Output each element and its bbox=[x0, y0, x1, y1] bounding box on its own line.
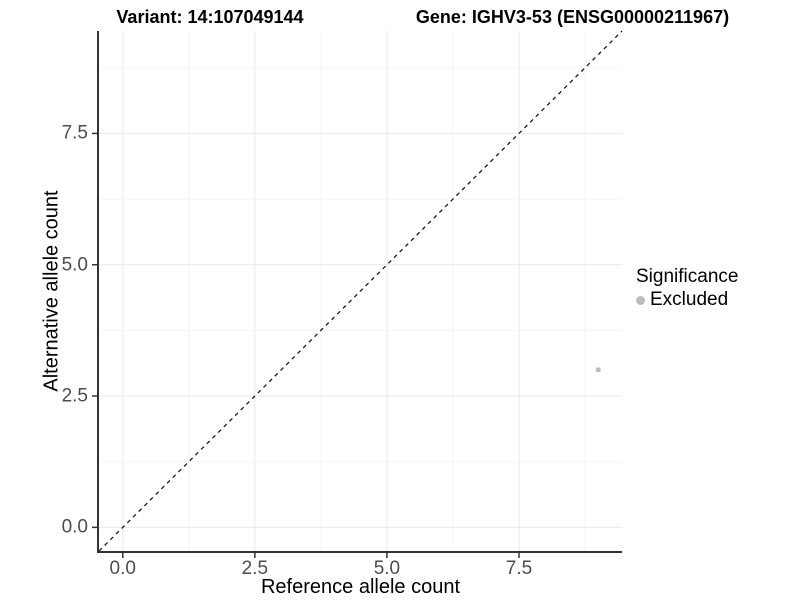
y-axis-title: Alternative allele count bbox=[40, 190, 63, 392]
legend-title: Significance bbox=[636, 266, 739, 287]
y-tick-label: 0.0 bbox=[61, 516, 88, 538]
x-tick-label: 7.5 bbox=[505, 558, 533, 579]
x-tick-label: 2.5 bbox=[241, 558, 269, 579]
legend-item-excluded: Excluded bbox=[636, 290, 738, 310]
y-tick-label: 7.5 bbox=[61, 122, 88, 144]
plot-title-gene: Gene: IGHV3-53 (ENSG00000211967) bbox=[415, 7, 730, 27]
legend-point-icon bbox=[636, 295, 645, 305]
y-tick-label: 2.5 bbox=[61, 385, 88, 407]
y-tick-label: 5.0 bbox=[61, 254, 88, 276]
identity-dashed-line bbox=[98, 30, 623, 552]
data-point bbox=[595, 367, 601, 373]
x-tick-label: 0.0 bbox=[109, 558, 136, 579]
x-tick-label: 5.0 bbox=[373, 558, 401, 579]
legend-item-label: Excluded bbox=[650, 289, 729, 310]
legend: Significance Excluded bbox=[636, 266, 738, 310]
plot-title-variant: Variant: 14:107049144 bbox=[116, 7, 304, 27]
x-axis-title: Reference allele count bbox=[260, 576, 460, 598]
